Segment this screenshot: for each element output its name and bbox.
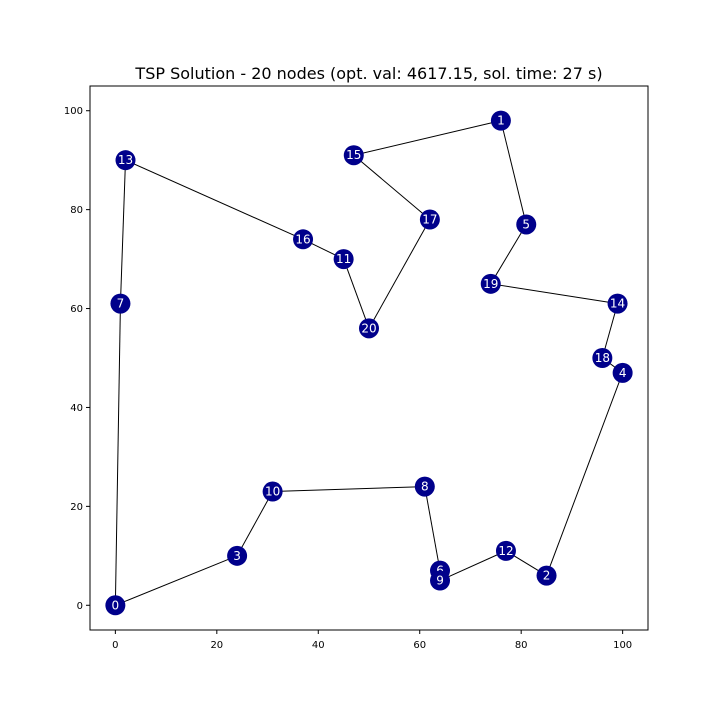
node-label: 18 [595, 351, 610, 365]
node-label: 15 [346, 148, 361, 162]
node-label: 12 [498, 544, 513, 558]
node-9: 9 [430, 570, 451, 591]
node-marker [607, 293, 628, 314]
node-label: 20 [361, 321, 376, 335]
tour-edge-13-7 [119, 160, 127, 304]
node-marker [115, 150, 136, 171]
x-axis-ticks: 0 20 40 60 80 100 [112, 630, 632, 651]
node-label: 11 [336, 252, 351, 266]
node-marker [333, 249, 354, 270]
tour-edge-16-13 [125, 159, 304, 240]
y-tick-label: 0 [77, 601, 83, 612]
tour-edge-0-3 [115, 555, 238, 606]
node-label: 10 [265, 485, 280, 499]
x-tick-label: 60 [413, 640, 426, 651]
tour-edge-7-0 [114, 303, 121, 606]
node-7: 7 [110, 293, 131, 314]
node-label: 5 [522, 217, 530, 231]
node-8: 8 [414, 476, 435, 497]
y-tick-label: 20 [70, 502, 83, 513]
node-17: 17 [419, 209, 440, 230]
node-label: 14 [610, 297, 625, 311]
node-marker [419, 209, 440, 230]
node-label: 7 [117, 297, 125, 311]
node-label: 3 [233, 549, 241, 563]
node-marker [592, 348, 613, 368]
y-axis-ticks: 0 20 40 60 80 100 [64, 106, 90, 612]
y-tick-label: 80 [70, 205, 83, 216]
node-0: 0 [105, 595, 126, 616]
node-marker [495, 540, 516, 561]
node-marker [359, 318, 379, 339]
node-5: 5 [516, 214, 537, 235]
tour-edge-15-17 [353, 154, 431, 220]
tour-edge-5-1 [500, 120, 527, 225]
node-3: 3 [227, 545, 248, 566]
node-13: 13 [115, 150, 136, 171]
node-label: 4 [619, 366, 627, 380]
y-tick-label: 60 [70, 304, 83, 315]
node-label: 0 [112, 598, 120, 612]
tour-edge-2-4 [546, 372, 624, 576]
node-label: 1 [497, 114, 505, 128]
node-marker [110, 293, 131, 314]
node-14: 14 [607, 293, 628, 314]
tour-nodes: 01234567891011121314151617181920 [105, 110, 633, 616]
node-marker [536, 565, 557, 586]
tour-edge-10-8 [272, 486, 425, 493]
node-18: 18 [592, 348, 613, 368]
node-label: 13 [118, 153, 133, 167]
x-tick-label: 80 [515, 640, 528, 651]
node-20: 20 [359, 318, 379, 339]
node-19: 19 [480, 273, 501, 294]
node-label: 8 [421, 480, 429, 494]
node-12: 12 [495, 540, 516, 561]
plot-frame [89, 85, 649, 631]
y-tick-label: 100 [64, 106, 83, 117]
node-marker [490, 110, 511, 131]
node-label: 17 [422, 213, 437, 227]
node-marker [414, 476, 435, 497]
x-tick-label: 0 [112, 640, 118, 651]
node-marker [262, 481, 283, 502]
x-tick-label: 20 [210, 640, 223, 651]
node-1: 1 [490, 110, 511, 131]
node-label: 16 [295, 232, 310, 246]
tour-edge-19-5 [490, 224, 527, 285]
node-marker [480, 273, 501, 294]
tour-edge-17-20 [368, 219, 431, 329]
tour-edge-14-19 [490, 283, 618, 305]
node-10: 10 [262, 481, 283, 502]
tour-edge-8-6 [424, 486, 441, 571]
node-marker [430, 570, 451, 591]
y-tick-label: 40 [70, 403, 83, 414]
node-4: 4 [612, 362, 633, 383]
node-label: 19 [483, 277, 498, 291]
node-11: 11 [333, 249, 354, 270]
node-marker [343, 145, 364, 166]
node-marker [516, 214, 537, 235]
tour-edge-3-10 [236, 491, 274, 557]
node-2: 2 [536, 565, 557, 586]
node-marker [227, 545, 248, 566]
chart-title: TSP Solution - 20 nodes (opt. val: 4617.… [134, 64, 602, 83]
node-label: 2 [543, 569, 551, 583]
node-marker [105, 595, 126, 616]
node-16: 16 [293, 229, 314, 250]
tour-edge-1-15 [353, 120, 502, 156]
node-label: 9 [436, 574, 444, 588]
node-marker [612, 362, 633, 383]
x-tick-label: 40 [312, 640, 325, 651]
tour-edge-20-11 [343, 258, 370, 329]
tour-edge-9-12 [439, 550, 507, 582]
x-tick-label: 100 [613, 640, 632, 651]
node-15: 15 [343, 145, 364, 166]
node-marker [293, 229, 314, 250]
